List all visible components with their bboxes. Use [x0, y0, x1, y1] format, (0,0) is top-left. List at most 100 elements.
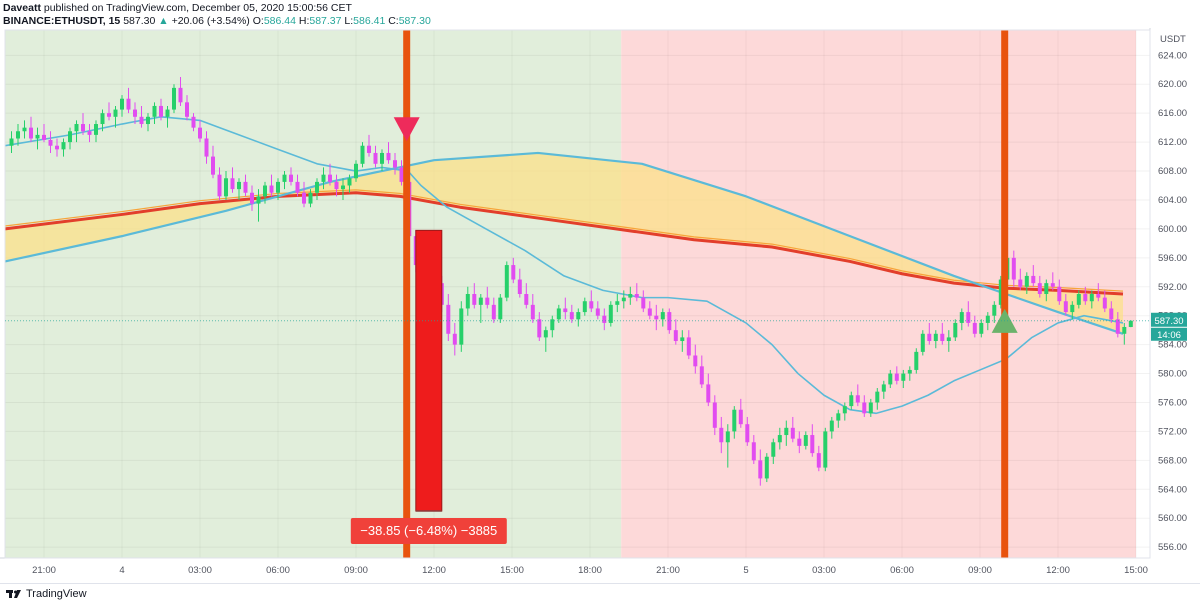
candle	[881, 380, 886, 399]
candle-body	[550, 319, 555, 331]
x-tick-label: 06:00	[266, 565, 290, 576]
candle-body	[972, 322, 977, 334]
candle-body	[1102, 297, 1107, 309]
candle	[81, 113, 85, 135]
candle	[569, 304, 574, 323]
candle-body	[790, 427, 795, 439]
candle	[178, 77, 183, 106]
candle	[686, 330, 691, 360]
candle-body	[237, 181, 241, 190]
y-tick-label: 576.00	[1158, 397, 1187, 408]
candle-body	[602, 315, 607, 323]
candle-body	[269, 185, 274, 193]
candle	[550, 315, 555, 338]
candle-body	[472, 294, 477, 305]
open-label: O:	[252, 15, 264, 27]
y-tick-label: 612.00	[1158, 137, 1187, 148]
candle	[1070, 301, 1075, 320]
candle-body	[250, 192, 254, 204]
candle	[165, 105, 170, 128]
x-tick-label: 15:00	[500, 565, 524, 576]
candle	[556, 304, 561, 323]
y-tick-label: 616.00	[1158, 108, 1187, 119]
y-tick-label: 620.00	[1158, 79, 1187, 90]
candle-body	[764, 456, 769, 479]
candle-body	[485, 297, 490, 305]
candle-body	[81, 124, 85, 132]
footer: TradingView	[0, 583, 1200, 605]
candle-body	[1096, 294, 1101, 298]
candle	[380, 149, 384, 172]
candle	[74, 120, 79, 143]
candle-body	[907, 369, 912, 374]
candle-body	[198, 127, 202, 139]
candle-body	[1115, 319, 1120, 334]
candle	[823, 427, 828, 472]
candle	[914, 348, 919, 374]
candle	[185, 95, 189, 121]
candle	[940, 322, 945, 345]
candle-body	[940, 333, 945, 342]
candle-body	[217, 174, 222, 197]
candle-body	[914, 351, 919, 370]
brand-name: TradingView	[26, 588, 87, 600]
candle	[849, 391, 854, 410]
candle	[933, 330, 938, 349]
candle	[719, 416, 724, 454]
candle-body	[933, 333, 938, 342]
candle-body	[68, 131, 72, 143]
candle-body	[1011, 257, 1016, 280]
candle-body	[126, 98, 131, 110]
trade-result: −38.85 (−6.48%) −3885	[350, 229, 507, 544]
trade-label: −38.85 (−6.48%) −3885	[360, 523, 497, 538]
price-chart[interactable]: −38.85 (−6.48%) −3885 624.00 620.00 616.00…	[0, 28, 1200, 583]
candle-body	[563, 308, 568, 313]
y-tick-label: 580.00	[1158, 369, 1187, 380]
candle-body	[862, 402, 867, 414]
candle-body	[146, 116, 150, 125]
candle	[146, 113, 150, 132]
x-tick-label: 03:00	[188, 565, 212, 576]
candle	[1115, 312, 1120, 338]
low-label: L:	[344, 15, 354, 27]
x-tick-label: 03:00	[812, 565, 836, 576]
candle-body	[289, 174, 293, 182]
candle	[803, 431, 808, 450]
high-value: 587.37	[309, 15, 342, 27]
countdown-tag-bg	[1151, 327, 1187, 341]
candle	[1096, 283, 1101, 302]
candle-body	[517, 279, 522, 294]
candle	[797, 431, 802, 454]
candle	[459, 301, 464, 352]
candle-body	[556, 308, 561, 320]
candle-body	[901, 373, 906, 381]
candle	[868, 398, 873, 417]
plot-frame	[4, 29, 1151, 559]
candle-body	[875, 391, 880, 403]
tradingview-brand[interactable]: TradingView	[6, 588, 87, 600]
candle	[152, 102, 157, 125]
candle	[998, 275, 1003, 309]
candle-body	[224, 178, 228, 197]
candle	[386, 142, 391, 164]
candle-body	[9, 138, 14, 146]
candle-body	[608, 304, 613, 323]
candle-body	[165, 109, 170, 117]
candle	[829, 416, 834, 439]
candle	[302, 181, 306, 208]
candle	[55, 138, 59, 157]
candle-body	[498, 297, 503, 320]
author-name[interactable]: Daveatt	[3, 2, 41, 14]
candle-body	[263, 185, 267, 197]
candle-body	[537, 319, 542, 338]
candle	[341, 178, 345, 200]
candle-body	[998, 279, 1003, 305]
candle	[308, 189, 313, 208]
candle	[907, 366, 912, 381]
candle-body	[894, 373, 899, 381]
candle	[446, 294, 451, 342]
candle	[784, 420, 789, 446]
candle	[992, 301, 997, 323]
candle-body	[706, 384, 711, 403]
candle	[1122, 322, 1127, 345]
